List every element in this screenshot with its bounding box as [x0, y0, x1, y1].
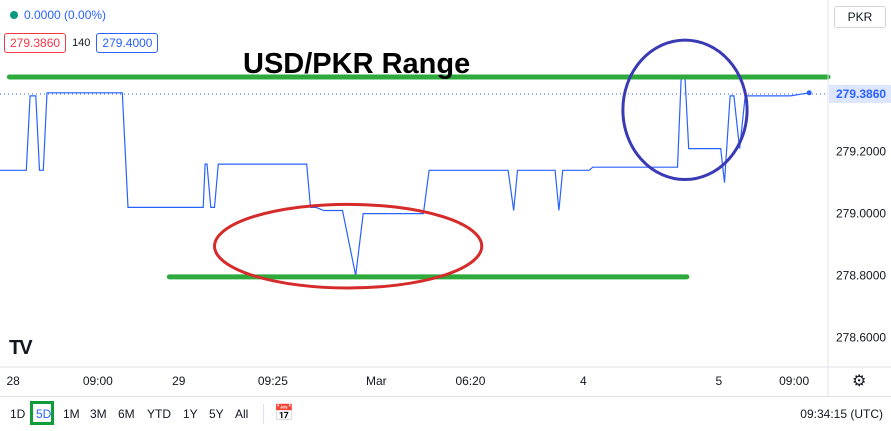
series-layer — [0, 76, 812, 276]
chart-area[interactable]: 279.4000 279.2000 279.0000 278.8000 278.6000… — [0, 0, 891, 396]
x-tick-label: 29 — [172, 374, 186, 388]
active-range-highlight — [30, 401, 54, 425]
bottom-toolbar: 1D 5D 1M 3M 6M YTD 1Y 5Y All 📅 09:34:15 … — [0, 396, 891, 431]
y-tick-label: 278.6000 — [836, 331, 886, 345]
price-series-line — [0, 76, 810, 276]
bid-ask-panel: 279.3860 140 279.4000 — [4, 33, 159, 53]
bid-price-button[interactable]: 279.3860 — [4, 33, 67, 53]
y-tick-label: 279.2000 — [836, 145, 886, 159]
range-button-3m[interactable]: 3M — [90, 407, 107, 421]
calendar-range-icon[interactable]: 📅 — [274, 405, 294, 422]
x-tick-label: 09:00 — [779, 374, 809, 388]
last-price-label: 279.3860 — [836, 87, 886, 101]
y-tick-label: 279.0000 — [836, 207, 886, 221]
high-highlight-circle — [621, 38, 749, 182]
chart-title: USD/PKR Range — [243, 48, 471, 80]
range-button-5d[interactable]: 5D — [36, 407, 52, 421]
ask-price-button[interactable]: 279.4000 — [96, 33, 159, 53]
x-tick-label: 09:00 — [83, 374, 113, 388]
tradingview-logo-icon[interactable]: TV — [9, 337, 33, 359]
currency-selector[interactable]: PKR — [834, 6, 886, 28]
axis-layer: 279.4000 279.2000 279.0000 278.8000 278.6000… — [0, 0, 891, 396]
range-button-1y[interactable]: 1Y — [183, 407, 198, 421]
low-highlight-circle — [213, 202, 484, 290]
range-button-all[interactable]: All — [235, 407, 249, 421]
x-tick-label: Mar — [366, 374, 387, 388]
range-button-1d[interactable]: 1D — [10, 407, 26, 421]
x-tick-label: 09:25 — [258, 374, 288, 388]
x-tick-label: 28 — [6, 374, 20, 388]
gear-icon[interactable]: ⚙ — [852, 373, 867, 390]
toolbar-divider — [263, 404, 264, 424]
spread-value: 140 — [72, 37, 91, 49]
last-point-marker — [806, 90, 812, 96]
clock-readout[interactable]: 09:34:15 (UTC) — [800, 407, 883, 421]
range-button-ytd[interactable]: YTD — [147, 407, 171, 421]
x-tick-label: 06:20 — [455, 374, 485, 388]
range-button-6m[interactable]: 6M — [118, 407, 135, 421]
annotation-layer — [6, 38, 831, 290]
x-tick-label: 5 — [716, 374, 723, 388]
range-button-5y[interactable]: 5Y — [209, 407, 224, 421]
price-change-text: 0.0000 (0.00%) — [24, 8, 107, 22]
price-change-readout: 0.0000 (0.00%) — [10, 8, 106, 22]
last-price-tag — [829, 85, 891, 104]
green-dot-icon — [10, 11, 18, 19]
x-tick-label: 4 — [580, 374, 587, 388]
range-button-1m[interactable]: 1M — [63, 407, 80, 421]
y-tick-label: 278.8000 — [836, 269, 886, 283]
